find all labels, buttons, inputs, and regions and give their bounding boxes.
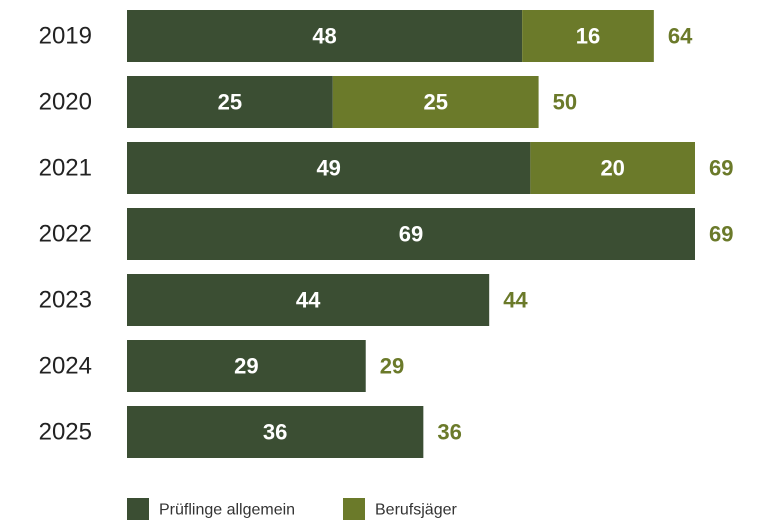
bar-segment bbox=[127, 76, 333, 128]
bars-group: 2019 48 16 64 2020 25 25 50 2021 49 20 69 2022 69 69 20… bbox=[39, 10, 733, 458]
legend-label: Prüflinge allgemein bbox=[159, 502, 295, 519]
year-label: 2022 bbox=[39, 221, 92, 248]
bar-value-label: 25 bbox=[218, 90, 242, 115]
legend-swatch bbox=[127, 498, 149, 520]
bar-value-label: 49 bbox=[316, 156, 340, 181]
year-label: 2021 bbox=[39, 155, 92, 182]
year-label: 2019 bbox=[39, 23, 92, 50]
bar-segment bbox=[127, 208, 695, 260]
total-label: 69 bbox=[709, 222, 733, 247]
bar-value-label: 16 bbox=[576, 24, 600, 49]
bar-segment bbox=[127, 406, 424, 458]
total-label: 36 bbox=[437, 420, 461, 445]
bar-value-label: 20 bbox=[600, 156, 624, 181]
bar-segment bbox=[127, 340, 366, 392]
bar-value-label: 44 bbox=[296, 288, 321, 313]
total-label: 29 bbox=[380, 354, 404, 379]
bar-segment bbox=[522, 10, 654, 62]
legend: Prüflinge allgemein Berufsjäger bbox=[127, 498, 457, 520]
legend-label: Berufsjäger bbox=[375, 502, 457, 519]
total-label: 64 bbox=[668, 24, 693, 49]
total-label: 44 bbox=[503, 288, 528, 313]
bar-segment bbox=[530, 142, 695, 194]
bar-segment bbox=[127, 142, 531, 194]
year-label: 2024 bbox=[39, 353, 92, 380]
bar-segment bbox=[332, 76, 539, 128]
bar-value-label: 29 bbox=[234, 354, 258, 379]
year-label: 2020 bbox=[39, 89, 92, 116]
year-label: 2025 bbox=[39, 419, 92, 446]
bar-segment bbox=[127, 10, 523, 62]
bar-value-label: 48 bbox=[312, 24, 336, 49]
bar-value-label: 36 bbox=[263, 420, 287, 445]
bar-value-label: 25 bbox=[423, 90, 447, 115]
bar-segment bbox=[127, 274, 490, 326]
total-label: 69 bbox=[709, 156, 733, 181]
year-label: 2023 bbox=[39, 287, 92, 314]
bar-value-label: 69 bbox=[399, 222, 423, 247]
legend-swatch bbox=[343, 498, 365, 520]
total-label: 50 bbox=[553, 90, 577, 115]
